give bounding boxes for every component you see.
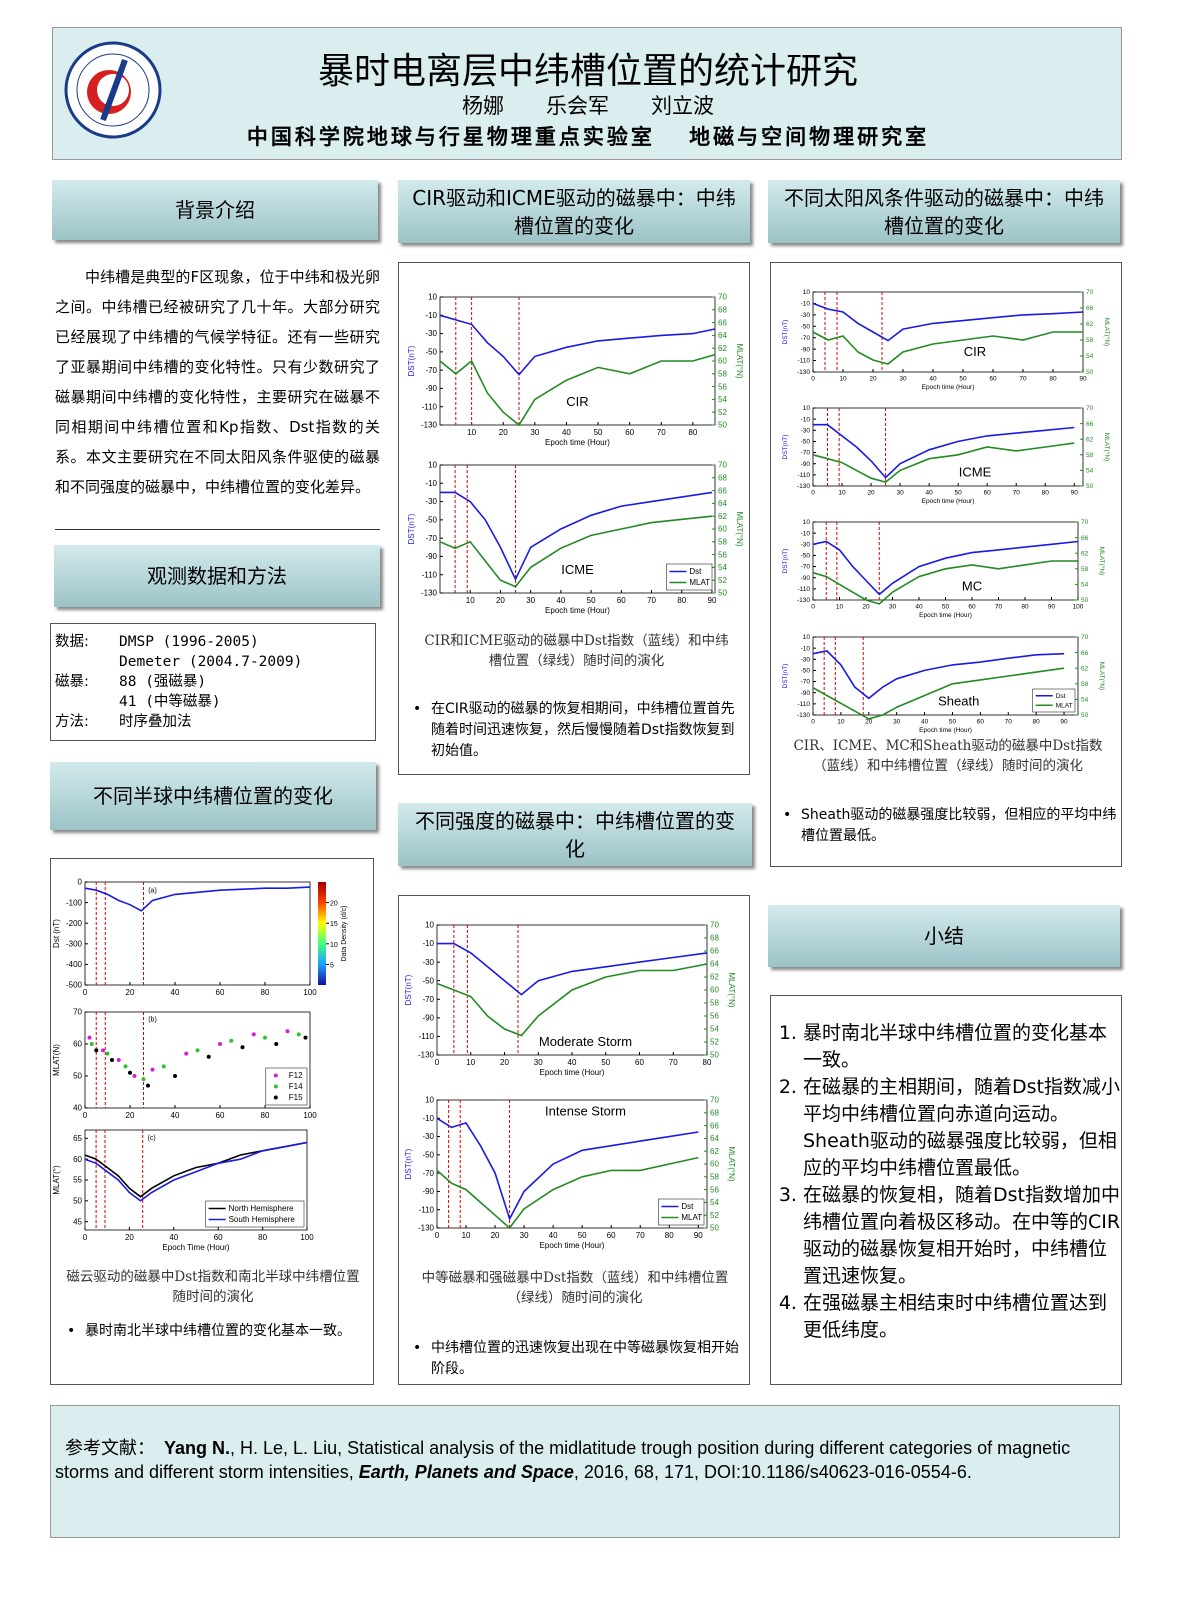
background-text: 中纬槽是典型的F区现象，位于中纬和极光卵之间。中纬槽已经被研究了几十年。大部分研…	[55, 262, 380, 530]
table-row: Demeter (2004.7-2009)	[55, 652, 371, 672]
section-heading: CIR驱动和ICME驱动的磁暴中：中纬槽位置的变化	[398, 180, 750, 243]
row-value: 41 (中等磁暴)	[119, 694, 221, 710]
author: 乐会军	[546, 94, 609, 118]
figure-box: CIR、ICME、MC和Sheath驱动的磁暴中Dst指数（蓝线）和中纬槽位置（…	[770, 262, 1122, 867]
row-value: 88 (强磁暴)	[119, 674, 207, 690]
bullet: Sheath驱动的磁暴强度比较弱，但相应的平均中纬槽位置最低。	[775, 805, 1117, 847]
caption: 中等磁暴和强磁暴中Dst指数（蓝线）和中纬槽位置（绿线）随时间的演化	[421, 1270, 729, 1306]
author: 杨娜	[462, 94, 504, 118]
caption: CIR、ICME、MC和Sheath驱动的磁暴中Dst指数（蓝线）和中纬槽位置（…	[793, 738, 1103, 774]
reference: 参考文献： Yang N., H. Le, L. Liu, Statistica…	[50, 1405, 1120, 1538]
section-heading: 不同强度的磁暴中：中纬槽位置的变化	[398, 803, 752, 866]
reference-author: Yang N.	[164, 1438, 231, 1458]
row-value: Demeter (2004.7-2009)	[119, 654, 303, 670]
table-row: 数据: DMSP (1996-2005)	[55, 632, 371, 652]
reference-text: , H. Le, L. Liu, Statistical analysis of…	[55, 1438, 1071, 1482]
section-heading: 不同太阳风条件驱动的磁暴中：中纬槽位置的变化	[768, 180, 1120, 243]
row-label: 数据:	[55, 634, 89, 650]
summary-item: 暴时南北半球中纬槽位置的变化基本一致。	[803, 1020, 1121, 1074]
summary-item: 在磁暴的主相期间，随着Dst指数减小平均中纬槽位置向赤道向运动。Sheath驱动…	[803, 1074, 1121, 1182]
caption: 磁云驱动的磁暴中Dst指数和南北半球中纬槽位置随时间的演化	[66, 1269, 360, 1305]
row-label	[55, 652, 119, 672]
section-heading: 不同半球中纬槽位置的变化	[50, 762, 376, 830]
reference-journal: Earth, Planets and Space	[358, 1462, 574, 1482]
caption: CIR和ICME驱动的磁暴中Dst指数（蓝线）和中纬槽位置（绿线）随时间的演化	[424, 633, 729, 669]
row-value: 时序叠加法	[119, 714, 192, 730]
reference-label: 参考文献：	[65, 1438, 146, 1458]
table-row: 方法: 时序叠加法	[55, 712, 371, 732]
row-label	[55, 692, 119, 712]
bullet: 暴时南北半球中纬槽位置的变化基本一致。	[59, 1321, 359, 1342]
table-row: 磁暴: 88 (强磁暴)	[55, 672, 371, 692]
reference-tail: , 2016, 68, 171, DOI:10.1186/s40623-016-…	[573, 1462, 972, 1482]
figure-box: CIR和ICME驱动的磁暴中Dst指数（蓝线）和中纬槽位置（绿线）随时间的演化 …	[398, 262, 750, 775]
section-heading: 小结	[768, 905, 1120, 967]
bullet: 在CIR驱动的磁暴的恢复相期间，中纬槽位置首先随着时间迅速恢复，然后慢慢随着Ds…	[405, 699, 735, 762]
authors: 杨娜 乐会军 刘立波	[53, 90, 1123, 120]
row-label: 磁暴:	[55, 674, 89, 690]
title: 暴时电离层中纬槽位置的统计研究	[317, 51, 858, 92]
author: 刘立波	[651, 94, 714, 118]
data-table: 数据: DMSP (1996-2005) Demeter (2004.7-2009)…	[50, 623, 376, 741]
summary-list: 暴时南北半球中纬槽位置的变化基本一致。在磁暴的主相期间，随着Dst指数减小平均中…	[771, 1020, 1121, 1344]
figure-box: 磁云驱动的磁暴中Dst指数和南北半球中纬槽位置随时间的演化 暴时南北半球中纬槽位…	[50, 858, 374, 1385]
summary-item: 在强磁暴主相结束时中纬槽位置达到更低纬度。	[803, 1290, 1121, 1344]
affiliation: 中国科学院地球与行星物理重点实验室 地磁与空间物理研究室	[246, 125, 930, 149]
section-heading: 背景介绍	[52, 180, 378, 240]
logo	[64, 41, 162, 139]
figure-box: 中等磁暴和强磁暴中Dst指数（蓝线）和中纬槽位置（绿线）随时间的演化 中纬槽位置…	[398, 895, 750, 1385]
header: 暴时电离层中纬槽位置的统计研究 杨娜 乐会军 刘立波 中国科学院地球与行星物理重…	[52, 27, 1122, 160]
section-heading: 观测数据和方法	[54, 545, 380, 607]
summary-box: 暴时南北半球中纬槽位置的变化基本一致。在磁暴的主相期间，随着Dst指数减小平均中…	[770, 995, 1122, 1385]
bullet: 中纬槽位置的迅速恢复出现在中等磁暴恢复相开始阶段。	[405, 1338, 740, 1380]
table-row: 41 (中等磁暴)	[55, 692, 371, 712]
summary-item: 在磁暴的恢复相，随着Dst指数增加中纬槽位置向着极区移动。在中等的CIR驱动的磁…	[803, 1182, 1121, 1290]
row-label: 方法:	[55, 714, 89, 730]
row-value: DMSP (1996-2005)	[119, 634, 259, 650]
